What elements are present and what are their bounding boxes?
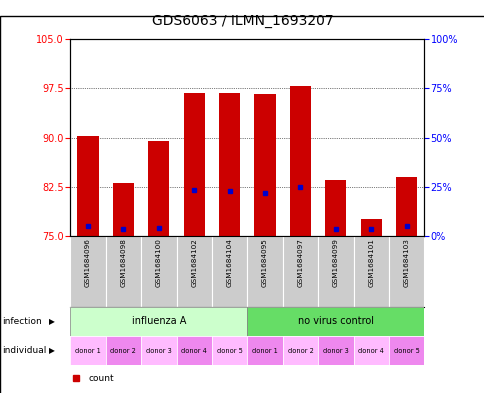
- Bar: [254, 94, 275, 236]
- Text: count: count: [88, 374, 113, 383]
- Bar: [212, 336, 247, 365]
- Bar: [353, 336, 388, 365]
- Bar: [141, 236, 176, 307]
- Bar: [388, 236, 424, 307]
- Bar: [212, 236, 247, 307]
- Bar: [70, 307, 247, 336]
- Text: GSM1684099: GSM1684099: [332, 238, 338, 287]
- Text: GSM1684102: GSM1684102: [191, 238, 197, 287]
- Text: donor 4: donor 4: [358, 348, 383, 354]
- Text: GSM1684103: GSM1684103: [403, 238, 409, 287]
- Text: influenza A: influenza A: [131, 316, 186, 326]
- Bar: [247, 336, 282, 365]
- Bar: [360, 219, 381, 236]
- Text: ▶: ▶: [48, 317, 54, 326]
- Bar: [282, 236, 318, 307]
- Text: donor 1: donor 1: [75, 348, 101, 354]
- Bar: [388, 336, 424, 365]
- Text: GSM1684098: GSM1684098: [120, 238, 126, 287]
- Bar: [148, 141, 169, 236]
- Text: no virus control: no virus control: [297, 316, 373, 326]
- Text: GSM1684100: GSM1684100: [155, 238, 162, 287]
- Text: GSM1684096: GSM1684096: [85, 238, 91, 287]
- Bar: [176, 336, 212, 365]
- Text: donor 2: donor 2: [287, 348, 313, 354]
- Bar: [113, 184, 134, 236]
- Bar: [247, 236, 282, 307]
- Bar: [318, 336, 353, 365]
- Text: ▶: ▶: [48, 346, 54, 355]
- Text: donor 4: donor 4: [181, 348, 207, 354]
- Bar: [106, 336, 141, 365]
- Text: GSM1684095: GSM1684095: [261, 238, 268, 287]
- Bar: [70, 336, 106, 365]
- Text: GSM1684097: GSM1684097: [297, 238, 303, 287]
- Text: donor 2: donor 2: [110, 348, 136, 354]
- Text: infection: infection: [2, 317, 42, 326]
- Bar: [183, 93, 204, 236]
- Text: individual: individual: [2, 346, 46, 355]
- Bar: [395, 177, 416, 236]
- Bar: [325, 180, 346, 236]
- Bar: [176, 236, 212, 307]
- Bar: [70, 236, 106, 307]
- Text: donor 5: donor 5: [393, 348, 419, 354]
- Bar: [106, 236, 141, 307]
- Text: donor 3: donor 3: [146, 348, 171, 354]
- Text: donor 3: donor 3: [322, 348, 348, 354]
- Text: GSM1684104: GSM1684104: [226, 238, 232, 287]
- Bar: [289, 86, 310, 236]
- Bar: [318, 236, 353, 307]
- Text: GSM1684101: GSM1684101: [367, 238, 374, 287]
- Bar: [219, 93, 240, 236]
- Bar: [353, 236, 388, 307]
- Bar: [247, 307, 424, 336]
- Text: GDS6063 / ILMN_1693207: GDS6063 / ILMN_1693207: [151, 14, 333, 28]
- Text: donor 5: donor 5: [216, 348, 242, 354]
- Bar: [282, 336, 318, 365]
- Bar: [141, 336, 176, 365]
- Bar: [77, 136, 98, 236]
- Text: donor 1: donor 1: [252, 348, 277, 354]
